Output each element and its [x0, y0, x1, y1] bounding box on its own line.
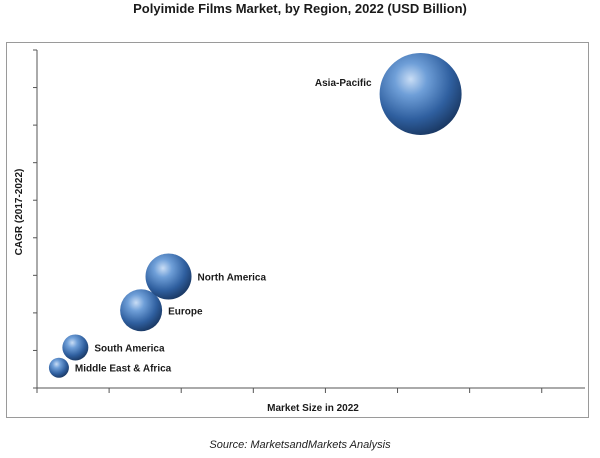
bubble-label: Europe [168, 306, 203, 317]
bubble [379, 52, 462, 135]
bubble-label: North America [198, 272, 267, 283]
source-note: Source: MarketsandMarkets Analysis [209, 439, 391, 451]
chart-frame [6, 42, 589, 418]
bubbles: Middle East & Africa South America Europe N… [48, 52, 462, 378]
bubble [62, 334, 89, 361]
x-axis-label: Market Size in 2022 [267, 403, 359, 414]
bubble-label: South America [94, 343, 165, 354]
bubble [145, 253, 192, 300]
axes [33, 49, 585, 393]
bubble [48, 357, 69, 378]
chart-title: Polyimide Films Market, by Region, 2022 … [133, 1, 467, 16]
bubble [120, 289, 163, 332]
bubble-label: Asia-Pacific [315, 78, 372, 89]
bubble-label: Middle East & Africa [75, 364, 172, 375]
y-axis-label: CAGR (2017-2022) [14, 169, 25, 256]
